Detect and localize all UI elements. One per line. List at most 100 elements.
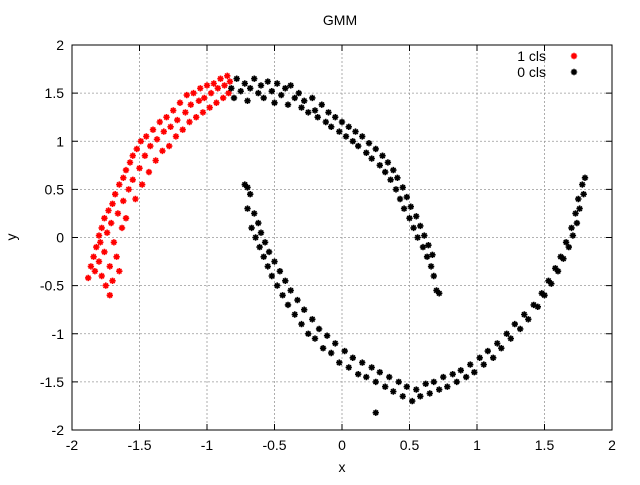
data-point [251, 210, 258, 217]
data-point [207, 89, 215, 97]
data-point [90, 253, 97, 260]
data-point [484, 347, 491, 355]
legend-marker [570, 52, 578, 60]
data-point [276, 268, 284, 275]
series-1 [228, 75, 589, 416]
data-point [372, 378, 379, 386]
data-point [282, 85, 289, 92]
data-point [284, 101, 292, 108]
data-point [252, 234, 259, 241]
data-point [141, 152, 149, 159]
data-point [186, 118, 193, 126]
data-point [521, 311, 528, 318]
data-point [102, 282, 109, 289]
data-point [287, 82, 294, 89]
data-point [309, 316, 316, 323]
data-point [182, 109, 189, 116]
data-point [268, 88, 275, 95]
data-point [336, 128, 343, 135]
data-point [345, 123, 352, 130]
data-point [278, 91, 285, 99]
data-point [287, 287, 294, 294]
data-point [301, 306, 308, 313]
data-point [494, 340, 501, 347]
data-point [440, 373, 447, 381]
data-point [511, 320, 518, 328]
data-point [233, 75, 240, 82]
data-point [201, 94, 208, 102]
data-point [573, 219, 581, 227]
data-point [376, 369, 383, 376]
y-tick-label: 0.5 [45, 181, 65, 197]
data-point [444, 383, 451, 390]
data-point [228, 85, 235, 92]
data-point [160, 128, 167, 135]
data-point [129, 152, 136, 159]
data-point [163, 114, 170, 121]
data-point [217, 75, 224, 82]
data-point [174, 116, 181, 124]
x-tick-label: -2 [66, 437, 79, 453]
data-point [498, 345, 505, 352]
y-tick-label: -2 [52, 422, 65, 438]
data-point [97, 239, 104, 246]
data-point [355, 371, 362, 378]
data-point [210, 80, 217, 87]
data-point [417, 222, 424, 230]
data-point [562, 239, 570, 246]
data-point [264, 78, 271, 85]
data-point [534, 303, 541, 310]
data-point [85, 274, 92, 282]
data-point [579, 181, 586, 188]
data-point [95, 258, 103, 265]
data-point [214, 85, 221, 92]
data-point [183, 91, 190, 99]
data-point [143, 133, 150, 140]
data-point [241, 80, 248, 87]
data-point [87, 263, 95, 270]
data-point [274, 80, 281, 87]
y-tick-label: -0.5 [40, 278, 64, 294]
data-point [190, 89, 197, 97]
data-point [341, 347, 348, 355]
data-point [394, 174, 401, 181]
data-point [352, 128, 359, 135]
data-point [93, 243, 100, 251]
data-point [318, 101, 325, 108]
data-point [503, 330, 510, 337]
data-point [453, 378, 460, 386]
data-point [403, 383, 410, 390]
data-point [260, 253, 267, 260]
x-tick-label: -1.5 [127, 437, 151, 453]
data-point [359, 133, 366, 140]
y-tick-label: 0 [56, 230, 64, 246]
data-point [244, 184, 251, 191]
data-point [387, 176, 394, 183]
data-point [392, 186, 400, 193]
data-point [407, 203, 414, 210]
data-point [382, 383, 389, 390]
data-point [419, 243, 427, 251]
data-point [106, 292, 113, 299]
data-point [112, 191, 119, 198]
data-point [557, 253, 564, 260]
data-point [125, 186, 132, 193]
y-tick-label: 1.5 [45, 85, 65, 101]
data-point [379, 152, 386, 159]
x-tick-label: -0.5 [262, 437, 286, 453]
data-point [147, 142, 154, 150]
data-point [226, 78, 234, 85]
data-point [576, 205, 583, 212]
data-point [105, 207, 112, 214]
data-point [322, 118, 329, 126]
x-tick-label: 0.5 [400, 437, 420, 453]
data-point [172, 133, 180, 140]
data-point [244, 205, 251, 212]
data-point [101, 215, 108, 222]
data-point [429, 251, 436, 258]
data-point [153, 136, 161, 143]
data-point [384, 159, 392, 166]
data-point [368, 155, 375, 162]
data-point [301, 97, 308, 104]
